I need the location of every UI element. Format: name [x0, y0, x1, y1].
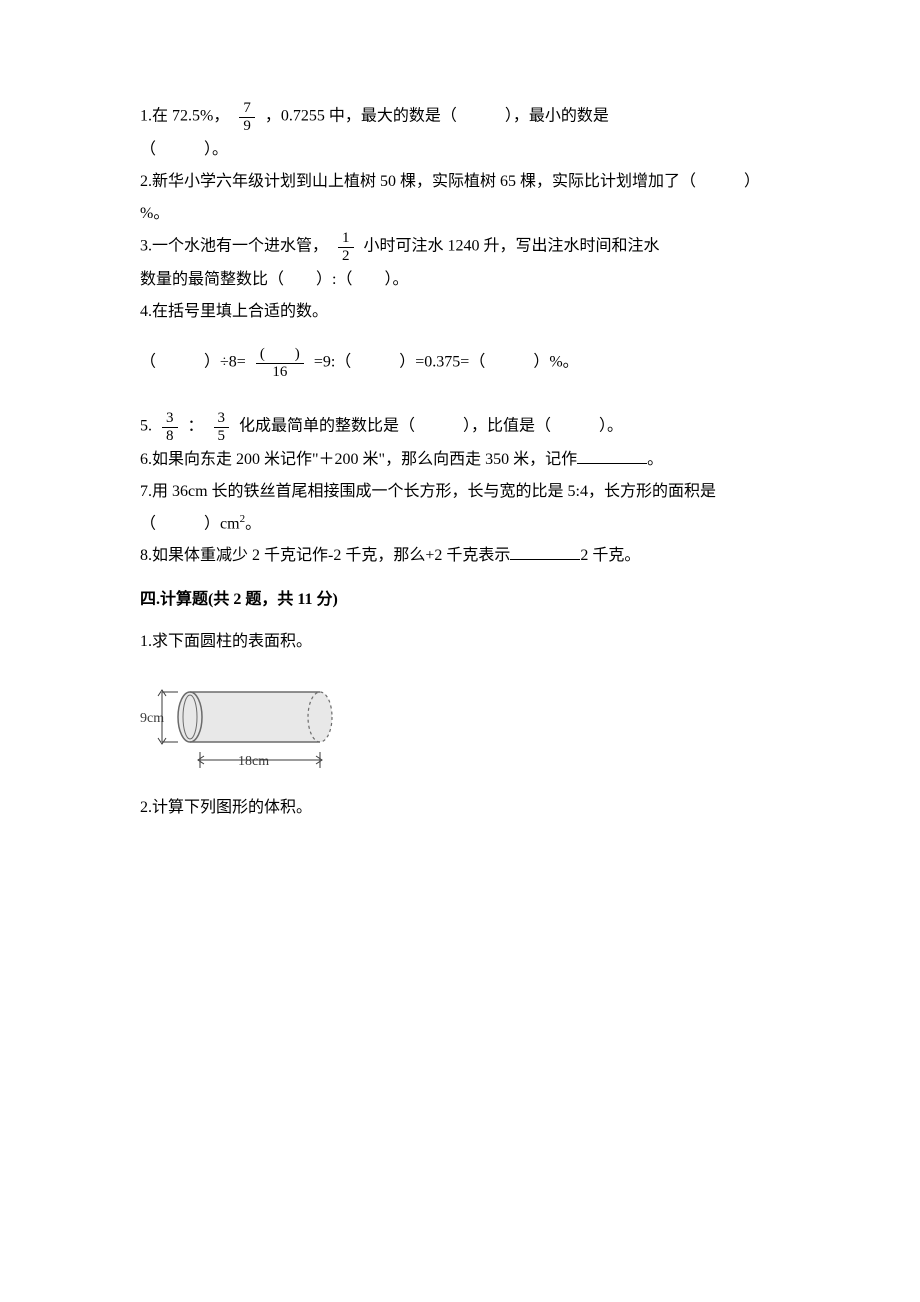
- q5-frac2-num: 3: [214, 410, 230, 428]
- section-4-title: 四.计算题(共 2 题，共 11 分): [140, 584, 780, 616]
- q1-fraction: 7 9: [239, 100, 255, 134]
- q6-post: 。: [647, 451, 663, 468]
- cylinder-svg: 9cm 18cm: [140, 672, 360, 782]
- q6-pre: 6.如果向东走 200 米记作"＋200 米"，那么向西走 350 米，记作: [140, 451, 577, 468]
- question-4-title: 4.在括号里填上合适的数。: [140, 296, 780, 328]
- q5-post: 化成最简单的整数比是（ ），比值是（ ）。: [239, 418, 623, 435]
- question-5: 5. 3 8 ： 3 5 化成最简单的整数比是（ ），比值是（ ）。: [140, 410, 780, 444]
- q5-frac2-den: 5: [214, 428, 230, 445]
- question-4-equation: （ ）÷8= ( ) 16 =9:（ ）=0.375=（ ）%。: [140, 346, 780, 380]
- q7-post: 。: [245, 515, 261, 532]
- q5-fraction-1: 3 8: [162, 410, 178, 444]
- q5-frac1-num: 3: [162, 410, 178, 428]
- q3-pre: 3.一个水池有一个进水管，: [140, 238, 328, 255]
- q1-mid: ，0.7255 中，最大的数是（ ），最小的数是: [265, 108, 609, 125]
- q5-frac1-den: 8: [162, 428, 178, 445]
- document-page: 1.在 72.5%， 7 9 ，0.7255 中，最大的数是（ ），最小的数是 …: [0, 0, 920, 884]
- q8-blank: [510, 543, 580, 560]
- q1-frac-den: 9: [239, 118, 255, 135]
- question-2: 2.新华小学六年级计划到山上植树 50 棵，实际植树 65 棵，实际比计划增加了…: [140, 166, 780, 230]
- cylinder-width-label: 18cm: [238, 754, 269, 769]
- q8-pre: 8.如果体重减少 2 千克记作-2 千克，那么+2 千克表示: [140, 547, 510, 564]
- question-1: 1.在 72.5%， 7 9 ，0.7255 中，最大的数是（ ），最小的数是: [140, 100, 780, 134]
- q5-pre: 5.: [140, 418, 152, 435]
- q3-line2: 数量的最简整数比（ ）:（ ）。: [140, 264, 780, 296]
- q3-fraction: 1 2: [338, 230, 354, 264]
- q4-eq-post: =9:（ ）=0.375=（ ）%。: [314, 354, 579, 371]
- question-3: 3.一个水池有一个进水管， 1 2 小时可注水 1240 升，写出注水时间和注水: [140, 230, 780, 264]
- q5-colon: ：: [188, 418, 204, 435]
- question-6: 6.如果向东走 200 米记作"＋200 米"，那么向西走 350 米，记作 。: [140, 444, 780, 476]
- q4-frac-num: ( ): [256, 346, 304, 364]
- question-7: 7.用 36cm 长的铁丝首尾相接围成一个长方形，长与宽的比是 5:4，长方形的…: [140, 476, 780, 540]
- section4-q1: 1.求下面圆柱的表面积。: [140, 626, 780, 658]
- q1-pre: 1.在 72.5%，: [140, 108, 229, 125]
- q1-line2: （ ）。: [140, 134, 780, 166]
- section4-q2: 2.计算下列图形的体积。: [140, 792, 780, 824]
- q3-frac-den: 2: [338, 248, 354, 265]
- q3-frac-num: 1: [338, 230, 354, 248]
- q1-frac-num: 7: [239, 100, 255, 118]
- question-8: 8.如果体重减少 2 千克记作-2 千克，那么+2 千克表示 2 千克。: [140, 540, 780, 572]
- q5-fraction-2: 3 5: [214, 410, 230, 444]
- cylinder-height-label: 9cm: [140, 711, 164, 726]
- q4-fraction: ( ) 16: [256, 346, 304, 380]
- q3-post: 小时可注水 1240 升，写出注水时间和注水: [364, 238, 660, 255]
- q4-eq-pre: （ ）÷8=: [140, 354, 246, 371]
- q8-post: 2 千克。: [580, 547, 640, 564]
- q7-pre: 7.用 36cm 长的铁丝首尾相接围成一个长方形，长与宽的比是 5:4，长方形的…: [140, 483, 716, 532]
- cylinder-figure: 9cm 18cm: [140, 672, 780, 782]
- q6-blank: [577, 447, 647, 464]
- q4-frac-den: 16: [256, 364, 304, 381]
